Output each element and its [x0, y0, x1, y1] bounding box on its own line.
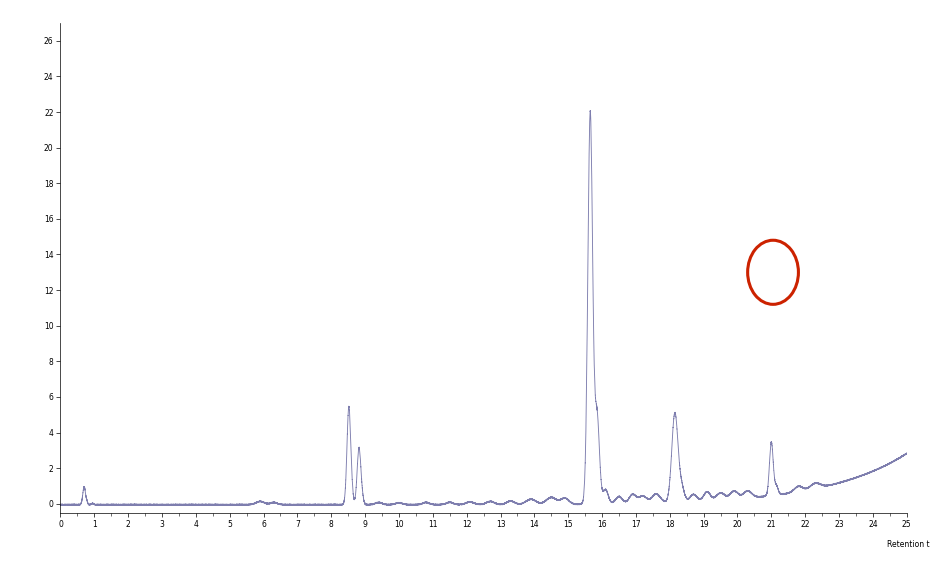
X-axis label: Retention time: Retention time	[887, 540, 930, 548]
